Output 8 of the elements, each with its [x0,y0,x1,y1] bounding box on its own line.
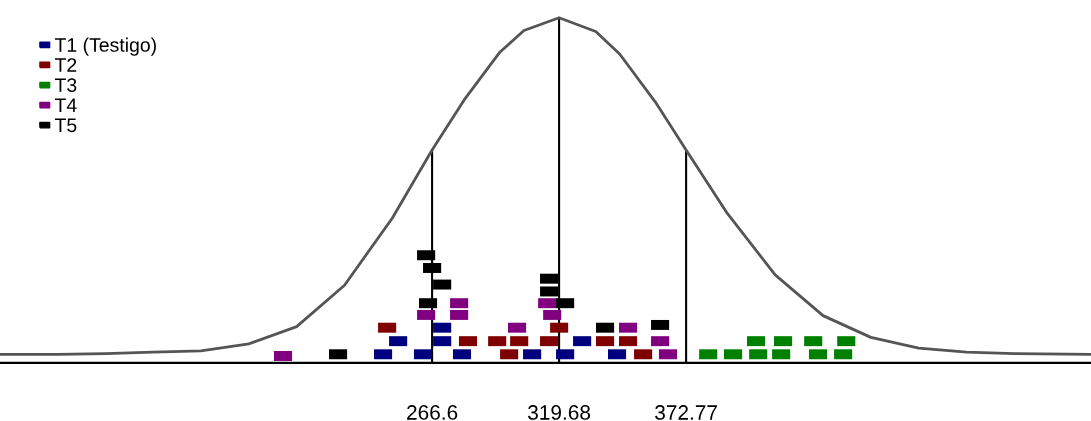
x-tick-label: 319.68 [528,405,591,420]
legend-label: T4 [54,98,77,112]
legend-label: T3 [54,78,77,93]
legend-label: T1 (Testigo) [54,37,156,56]
x-tick-label: 266.6 [407,405,458,420]
legend-label: T2 [54,58,77,72]
legend-label: T5 [54,118,77,133]
x-tick-label: 372.77 [655,405,717,420]
